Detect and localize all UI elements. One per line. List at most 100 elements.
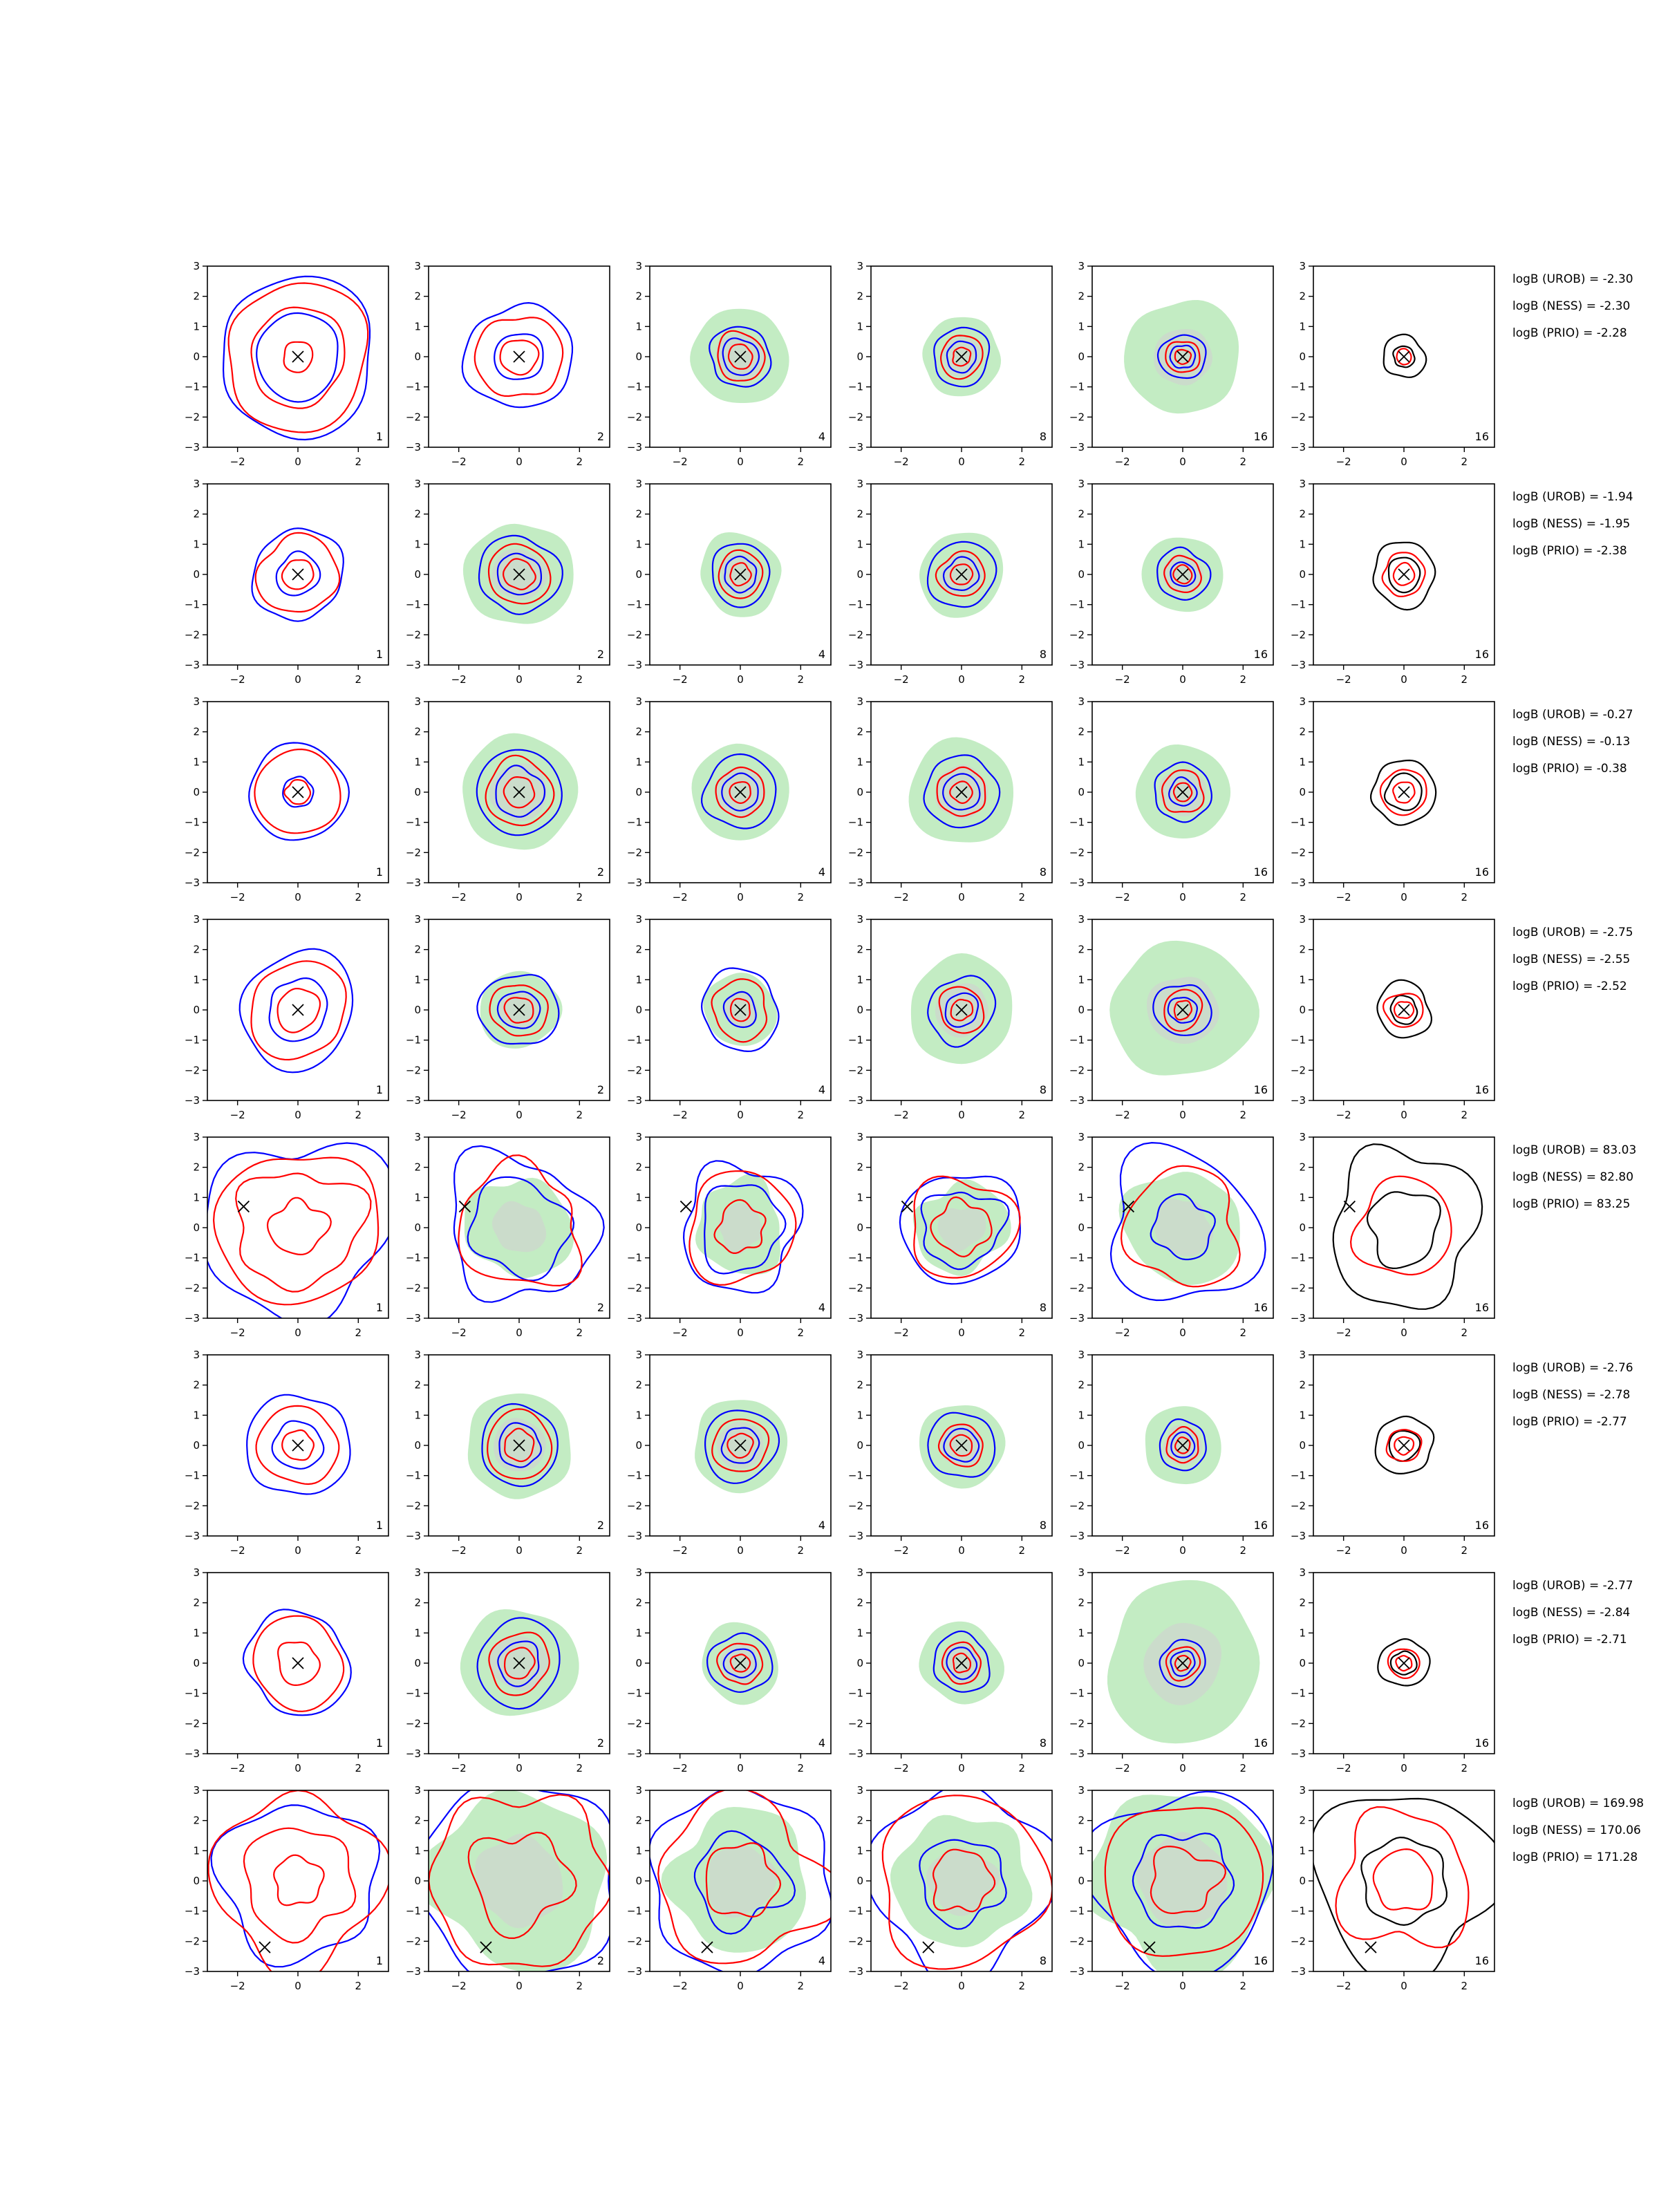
logb-annotation: logB (NESS) = 82.80 bbox=[1512, 1170, 1633, 1184]
true-value-marker bbox=[1398, 1004, 1410, 1016]
x-tick-label: −2 bbox=[894, 456, 909, 468]
contour-red bbox=[1349, 1175, 1452, 1276]
panel-r1-c3: −3 −2 −1 0 1 2 3 −2 0 2 4 bbox=[627, 260, 832, 468]
panel-frame bbox=[1313, 1136, 1495, 1319]
plot-area bbox=[1313, 1797, 1494, 1971]
x-tick-label: 2 bbox=[355, 1109, 362, 1121]
plot-area bbox=[207, 1142, 388, 1318]
panel-frame bbox=[207, 1790, 389, 1972]
true-value-marker bbox=[679, 1200, 693, 1213]
y-tick-label: 3 bbox=[856, 1131, 863, 1143]
y-tick-label: −3 bbox=[406, 1747, 421, 1760]
y-tick-label: −2 bbox=[627, 846, 642, 859]
contour-blue bbox=[709, 326, 772, 388]
y-tick-label: 3 bbox=[414, 1784, 421, 1797]
plot-area bbox=[246, 1394, 351, 1495]
contour-black bbox=[1377, 1638, 1431, 1687]
plot-area bbox=[1092, 1790, 1273, 1971]
panel-r5-c1: −3 −2 −1 0 1 2 3 −2 0 2 1 bbox=[185, 1131, 389, 1339]
y-tick-label: −1 bbox=[627, 1470, 642, 1482]
y-tick-label: 2 bbox=[635, 290, 642, 303]
contour-blue bbox=[495, 765, 546, 818]
y-tick-label: −1 bbox=[406, 1034, 421, 1047]
contour-red bbox=[711, 1418, 770, 1472]
y-tick-label: 1 bbox=[1299, 1844, 1306, 1857]
y-tick-label: 0 bbox=[856, 1004, 863, 1016]
true-value-marker bbox=[1343, 1200, 1356, 1213]
true-value-marker bbox=[292, 350, 304, 363]
y-tick-label: −3 bbox=[1291, 1747, 1306, 1760]
y-tick-label: 1 bbox=[1299, 1409, 1306, 1421]
y-tick-label: −2 bbox=[627, 1717, 642, 1730]
true-value-marker bbox=[1398, 350, 1410, 363]
y-tick-label: 0 bbox=[635, 350, 642, 363]
y-tick-label: 0 bbox=[1078, 1004, 1085, 1016]
y-tick-label: 2 bbox=[414, 1815, 421, 1827]
contour-blue bbox=[722, 337, 760, 376]
panel-r8-c3: −3 −2 −1 0 1 2 3 −2 0 2 4 bbox=[627, 1784, 832, 1992]
true-value-marker bbox=[513, 1657, 525, 1669]
contour-red bbox=[458, 1154, 583, 1287]
true-value-marker bbox=[458, 1200, 471, 1213]
y-tick-label: 1 bbox=[635, 973, 642, 986]
contour-blue bbox=[238, 948, 354, 1074]
y-tick-label: 2 bbox=[1078, 508, 1085, 521]
y-tick-label: 3 bbox=[414, 913, 421, 926]
y-tick-label: −1 bbox=[848, 1905, 863, 1918]
x-tick-label: −2 bbox=[1115, 1327, 1130, 1339]
y-tick-label: −2 bbox=[627, 1282, 642, 1294]
true-value-marker bbox=[1398, 1657, 1410, 1669]
y-tick-label: 2 bbox=[193, 1815, 200, 1827]
panel-count-label: 16 bbox=[1254, 1954, 1268, 1967]
y-tick-label: −2 bbox=[1291, 1717, 1306, 1730]
panel-r4-c3: −3 −2 −1 0 1 2 3 −2 0 2 4 bbox=[627, 913, 832, 1121]
x-tick-label: 0 bbox=[1179, 1980, 1186, 1992]
y-tick-label: 0 bbox=[635, 1875, 642, 1887]
logb-annotation: logB (UROB) = -2.30 bbox=[1512, 272, 1633, 286]
x-tick-label: 0 bbox=[958, 891, 965, 903]
y-tick-label: −2 bbox=[627, 1064, 642, 1076]
true-value-marker bbox=[922, 1941, 935, 1953]
true-value-marker bbox=[1365, 1941, 1377, 1953]
panel-r4-c6: −3 −2 −1 0 1 2 3 −2 0 2 16 bbox=[1291, 913, 1495, 1121]
y-tick-label: 2 bbox=[856, 944, 863, 956]
x-tick-label: 0 bbox=[1179, 1327, 1186, 1339]
y-tick-label: −1 bbox=[848, 381, 863, 393]
plot-area bbox=[429, 1790, 610, 1971]
plot-area bbox=[899, 1175, 1021, 1285]
x-tick-label: 0 bbox=[737, 1109, 744, 1121]
y-tick-label: 0 bbox=[414, 568, 421, 581]
x-tick-label: −2 bbox=[673, 456, 688, 468]
contour-red bbox=[949, 1434, 973, 1457]
contour-red bbox=[688, 1170, 797, 1286]
y-tick-label: −2 bbox=[848, 1717, 863, 1730]
y-tick-label: 0 bbox=[1299, 568, 1306, 581]
x-tick-label: −2 bbox=[673, 673, 688, 686]
contour-red bbox=[254, 748, 341, 834]
y-tick-label: 1 bbox=[1078, 1191, 1085, 1203]
contour-red bbox=[1173, 1000, 1192, 1021]
y-tick-label: −1 bbox=[1069, 599, 1085, 611]
panel-count-label: 16 bbox=[1475, 1083, 1489, 1096]
panel-r3-c2: −3 −2 −1 0 1 2 3 −2 0 2 2 bbox=[406, 695, 610, 903]
x-tick-label: −2 bbox=[1336, 1109, 1351, 1121]
y-tick-label: −3 bbox=[1069, 1747, 1085, 1760]
contour-red bbox=[715, 766, 765, 818]
logb-annotation: logB (PRIO) = -2.38 bbox=[1512, 544, 1627, 558]
y-tick-label: 3 bbox=[1299, 1784, 1306, 1797]
contour-blue bbox=[1170, 1650, 1196, 1677]
x-tick-label: −2 bbox=[1336, 456, 1351, 468]
x-tick-label: −2 bbox=[673, 1544, 688, 1557]
y-tick-label: 0 bbox=[193, 1004, 200, 1016]
contour-red bbox=[250, 960, 347, 1061]
y-tick-label: 0 bbox=[1078, 1875, 1085, 1887]
y-tick-label: 0 bbox=[856, 1221, 863, 1234]
density-fill-inner bbox=[718, 1203, 763, 1255]
y-tick-label: 1 bbox=[1299, 538, 1306, 550]
x-tick-label: 0 bbox=[294, 891, 301, 903]
y-tick-label: 0 bbox=[635, 1221, 642, 1234]
y-tick-label: 0 bbox=[1299, 1221, 1306, 1234]
contour-red bbox=[1392, 781, 1416, 804]
y-tick-label: 3 bbox=[414, 260, 421, 272]
